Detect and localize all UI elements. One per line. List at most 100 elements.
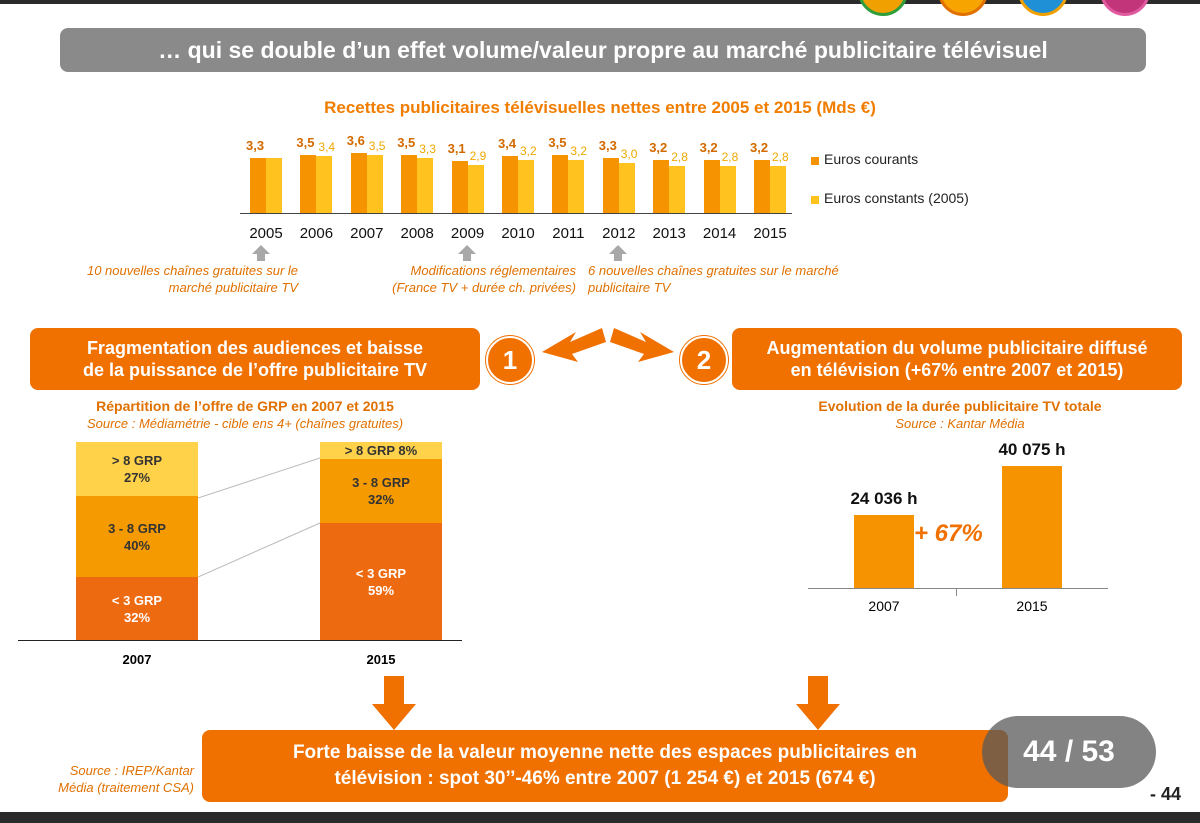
seg-2007-mid: 3 - 8 GRP 40% [76,496,198,577]
year-label-2009: 2009 [450,225,485,242]
seg-2007-high-label: > 8 GRP [111,453,163,468]
box1-line1: Fragmentation des audiences et baisse [86,338,424,358]
volume-box: Augmentation du volume publicitaire diff… [732,328,1182,390]
decorative-circles [850,0,1170,16]
box1-line2: de la puissance de l’offre publicitaire … [82,360,428,380]
seg-2015-low: < 3 GRP 59% [320,523,442,640]
label-courants-2013: 3,2 [649,139,668,155]
grp-axis [18,640,462,641]
bar-constants-2008 [417,157,434,213]
legend-swatch-constant [811,196,819,204]
year-label-2006: 2006 [299,225,334,242]
label-courants-2008: 3,5 [397,134,416,150]
seg-2007-low-pct: 32% [123,609,151,625]
year-label-2007: 2007 [350,225,384,242]
label-constants-2012: 3,0 [620,146,638,161]
bottom-edge-bar [0,812,1200,823]
seg-2015-mid-pct: 32% [367,492,395,507]
footer-source-line1: Source : IREP/Kantar [69,763,194,778]
bar-courants-2005 [250,157,266,213]
seg-2007-high: > 8 GRP 27% [76,442,198,496]
label-courants-2005: 3,3 [246,137,265,153]
duration-value-2015: 40 075 h [998,440,1066,459]
duration-bar-2007 [854,514,914,588]
year-label-2010: 2010 [501,225,535,242]
bar-constants-2010 [518,159,534,213]
seg-2015-high: > 8 GRP 8% [320,442,442,459]
grp-year-2007: 2007 [122,652,152,667]
bar-constants-2006 [316,156,333,213]
duration-axis [808,588,1108,589]
page-number: - 44 [1150,784,1182,804]
bar-courants-2009 [451,161,468,213]
note-2009-line1: Modifications réglementaires [410,263,576,278]
fragmentation-box: Fragmentation des audiences et baisse de … [30,328,480,390]
label-courants-2014: 3,2 [699,139,718,155]
footer-source: Source : IREP/Kantar Média (traitement C… [14,762,194,796]
label-courants-2012: 3,3 [598,137,617,153]
down-arrow-icon [796,676,840,730]
label-courants-2006: 3,5 [296,134,315,150]
chart1-title: Recettes publicitaires télévisuelles net… [324,98,876,117]
year-label-2015: 2015 [753,225,787,242]
bar-courants-2008 [401,154,418,213]
label-constants-2014: 2,8 [721,150,739,165]
box2-line1: Augmentation du volume publicitaire diff… [766,338,1148,358]
legend-swatch-current [811,157,819,165]
conclusion-line1: Forte baisse de la valeur moyenne nette … [292,742,918,763]
bar-courants-2006 [300,154,317,213]
conclusion-line2: télévision : spot 30’’-46% entre 2007 (1… [334,768,876,789]
bar-courants-2014 [703,159,720,213]
bar-courants-2015 [754,159,770,213]
note-2005-line2: marché publicitaire TV [168,280,298,295]
slide-title: … qui se double d’un effet volume/valeur… [60,28,1146,72]
year-label-2008: 2008 [400,225,434,242]
top-edge-bar [0,0,1200,4]
bar-constants-2007 [366,154,383,213]
note-2009: Modifications réglementaires (France TV … [350,262,576,296]
label-courants-2010: 3,4 [498,136,517,152]
note-2012-line2: publicitaire TV [588,280,671,295]
seg-2015-low-label: < 3 GRP [355,565,407,581]
label-courants-2015: 3,2 [750,139,769,155]
revenue-bar-chart: 3,3 2005 3,5 3,4 2006 3,6 3,5 2007 3,5 3,3 2008 3,1… [0,0,1200,260]
label-constants-2009: 2,9 [469,148,487,163]
page-counter-overlay[interactable]: 44 / 53 [982,716,1156,788]
bar-constants-2015 [770,166,786,213]
year-label-2012: 2012 [602,225,636,242]
grp-chart-title: Répartition de l’offre de GRP en 2007 et… [96,398,394,414]
seg-2007-mid-pct: 40% [123,537,151,553]
seg-2007-mid-label: 3 - 8 GRP [108,520,166,536]
label-courants-2009: 3,1 [447,141,466,157]
seg-2007-low-label: < 3 GRP [111,592,163,608]
up-arrow-icon [458,245,476,261]
seg-2015-low-pct: 59% [367,582,395,598]
seg-2015-mid-label: 3 - 8 GRP [352,475,410,490]
note-2012-line1: 6 nouvelles chaînes gratuites sur le mar… [588,263,839,278]
seg-2015-mid: 3 - 8 GRP 32% [320,459,442,523]
bar-courants-2013 [653,159,670,213]
box2-line2: en télévision (+67% entre 2007 et 2015) [790,360,1124,380]
duration-chart-title: Evolution de la durée publicitaire TV to… [818,398,1102,414]
chart1-axis [240,213,792,214]
bar-constants-2014 [719,166,736,213]
note-2009-line2: (France TV + durée ch. privées) [392,280,576,295]
conclusion-box: Forte baisse de la valeur moyenne nette … [202,730,1008,802]
step-1-badge: 1 [486,336,534,384]
label-constants-2010: 3,2 [520,143,537,158]
bar-constants-2009 [467,164,484,213]
seg-2007-high-pct: 27% [123,470,151,485]
year-label-2013: 2013 [652,225,686,242]
grp-chart-source: Source : Médiamétrie - cible ens 4+ (cha… [86,416,404,431]
label-courants-2011: 3,5 [548,134,567,150]
bar-constants-2005 [266,157,282,213]
grp-year-2015: 2015 [366,652,396,667]
duration-year-2007: 2007 [868,598,900,614]
duration-year-2015: 2015 [1016,598,1048,614]
bar-constants-2011 [568,159,585,213]
bar-courants-2010 [502,156,518,213]
note-2005-line1: 10 nouvelles chaînes gratuites sur le [86,263,298,278]
footer-source-line2: Média (traitement CSA) [58,780,194,795]
bar-constants-2012 [618,162,635,213]
duration-value-2007: 24 036 h [850,488,918,508]
